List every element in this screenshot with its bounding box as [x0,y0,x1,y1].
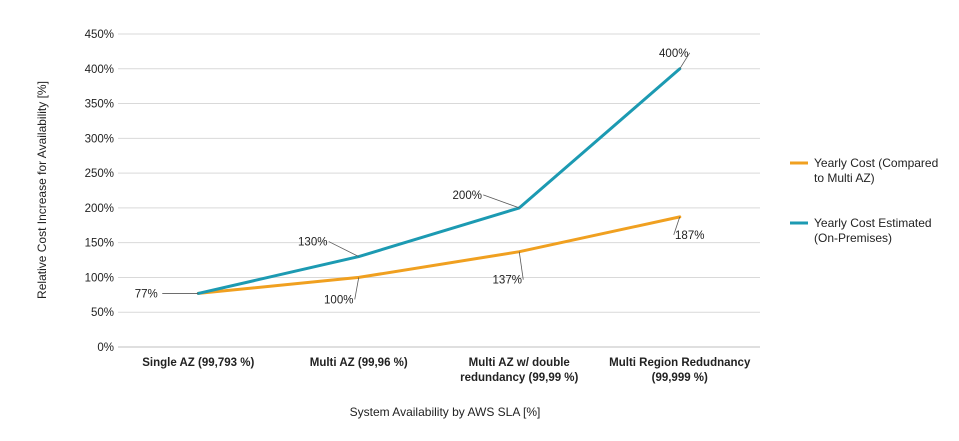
y-tick-label: 400% [85,64,114,76]
y-tick-label: 300% [85,133,114,145]
x-category-label: Multi Region Redudnancy [609,357,751,369]
data-label: 200% [453,190,482,202]
leader-line [518,251,524,280]
y-tick-label: 350% [85,99,114,111]
y-tick-label: 250% [85,168,114,180]
leader-line [483,194,520,209]
leader-line [354,277,360,300]
y-tick-label: 200% [85,203,114,215]
legend-label: Yearly Cost (Compared [814,156,938,170]
data-label: 130% [298,237,327,249]
leader-line [328,241,359,257]
x-axis-title: System Availability by AWS SLA [%] [350,405,541,419]
data-label: 77% [135,288,158,300]
data-label: 137% [493,275,522,287]
legend-label: Yearly Cost Estimated [814,216,932,230]
legend-label: to Multi AZ) [814,171,875,185]
x-category-label: redundancy (99,99 %) [460,372,578,384]
data-label: 400% [659,48,688,60]
y-tick-label: 100% [85,272,114,284]
x-category-label: Multi AZ w/ double [469,357,570,369]
y-axis-title: Relative Cost Increase for Availability … [35,81,49,299]
leader-line [679,52,691,69]
x-category-label: (99,999 %) [652,372,708,384]
y-tick-label: 450% [85,29,114,41]
x-axis-categories: Single AZ (99,793 %) Multi AZ (99,96 %) Mu… [142,357,751,384]
data-labels: 100% 137% 187% 77% 130% 200% 400% [135,48,705,307]
y-tick-label: 50% [91,307,114,319]
x-category-label: Multi AZ (99,96 %) [310,357,408,369]
x-category-label: Single AZ (99,793 %) [142,357,254,369]
series-line-compared-multi-az [196,215,682,295]
series-line-on-premises [196,67,682,295]
legend-label: (On-Premises) [814,231,892,245]
y-tick-label: 0% [97,342,114,354]
y-axis-ticks: 0% 50% 100% 150% 200% 250% 300% 350% 400% 450% [85,29,114,354]
gridlines [118,33,760,348]
leader-line [673,216,681,236]
series-lines [196,67,682,295]
data-label: 100% [324,294,353,306]
data-label: 187% [675,230,704,242]
y-tick-label: 150% [85,238,114,250]
